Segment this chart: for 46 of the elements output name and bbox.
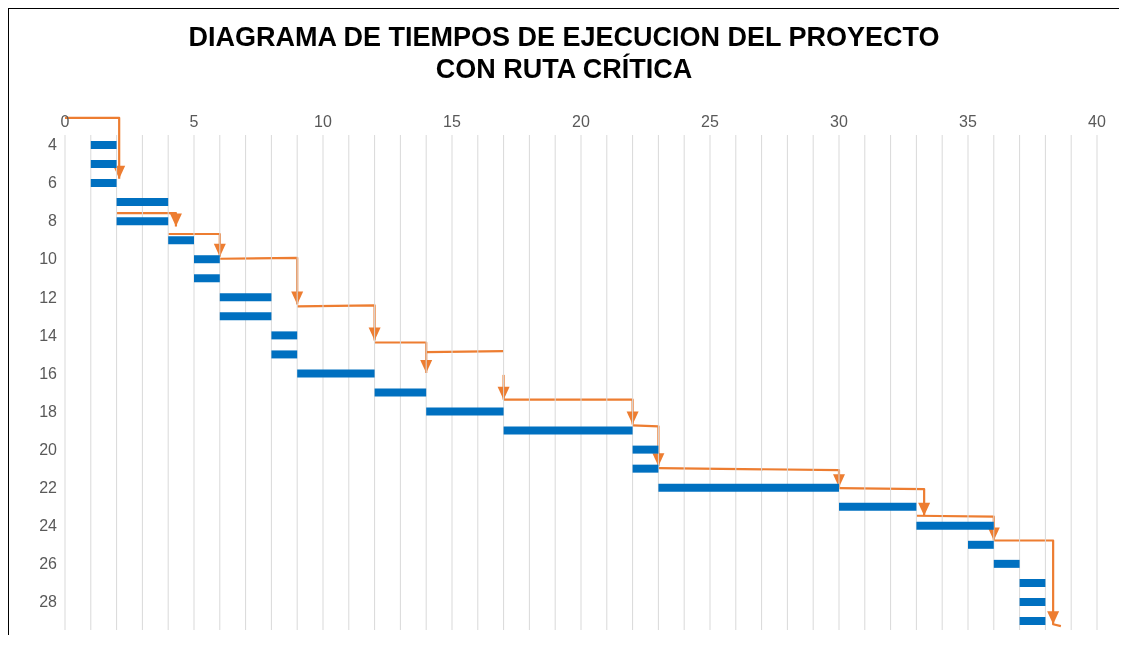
bar	[219, 312, 272, 321]
x-tick-label: 40	[1088, 113, 1106, 130]
y-tick-label: 8	[48, 212, 58, 230]
bar	[632, 464, 659, 473]
bar	[271, 350, 298, 359]
y-tick-label: 26	[39, 555, 58, 573]
y-tick-label: 18	[39, 402, 58, 420]
bar	[658, 483, 839, 492]
y-tick-label: 28	[39, 593, 58, 611]
x-tick-label: 15	[443, 113, 461, 130]
x-tick-label: 0	[60, 113, 70, 130]
bar	[194, 255, 220, 264]
bar	[194, 274, 220, 283]
bar	[503, 426, 633, 435]
bar	[90, 179, 117, 188]
bar	[90, 160, 117, 169]
x-tick-label: 10	[314, 113, 332, 130]
bar	[632, 445, 659, 454]
bar	[968, 540, 994, 549]
bar	[297, 369, 375, 378]
chart-title: DIAGRAMA DE TIEMPOS DE EJECUCION DEL PROYECTO CON RUTA CRÍTICA	[187, 21, 941, 85]
x-tick-label: 25	[701, 113, 719, 130]
bar	[219, 293, 272, 302]
bar	[426, 407, 504, 416]
y-tick-label: 6	[48, 174, 58, 192]
y-tick-label: 10	[39, 250, 58, 268]
y-tick-label: 20	[39, 440, 58, 458]
bar	[271, 331, 298, 340]
bar	[374, 388, 427, 397]
y-tick-label: 22	[39, 478, 58, 496]
x-tick-label: 35	[959, 113, 977, 130]
y-tick-label: 12	[39, 288, 58, 306]
bar	[993, 559, 1020, 568]
y-tick-label: 4	[48, 136, 58, 154]
bar	[116, 198, 169, 207]
bar	[168, 236, 194, 245]
y-tick-label: 14	[39, 326, 58, 344]
bar	[916, 521, 994, 530]
x-tick-label: 30	[830, 113, 848, 130]
y-tick-label: 16	[39, 364, 58, 382]
x-tick-label: 20	[572, 113, 590, 130]
bar	[1019, 578, 1046, 587]
x-tick-label: 5	[189, 113, 199, 130]
bar	[1019, 597, 1046, 606]
y-tick-label: 24	[39, 516, 58, 534]
bar	[90, 141, 117, 149]
